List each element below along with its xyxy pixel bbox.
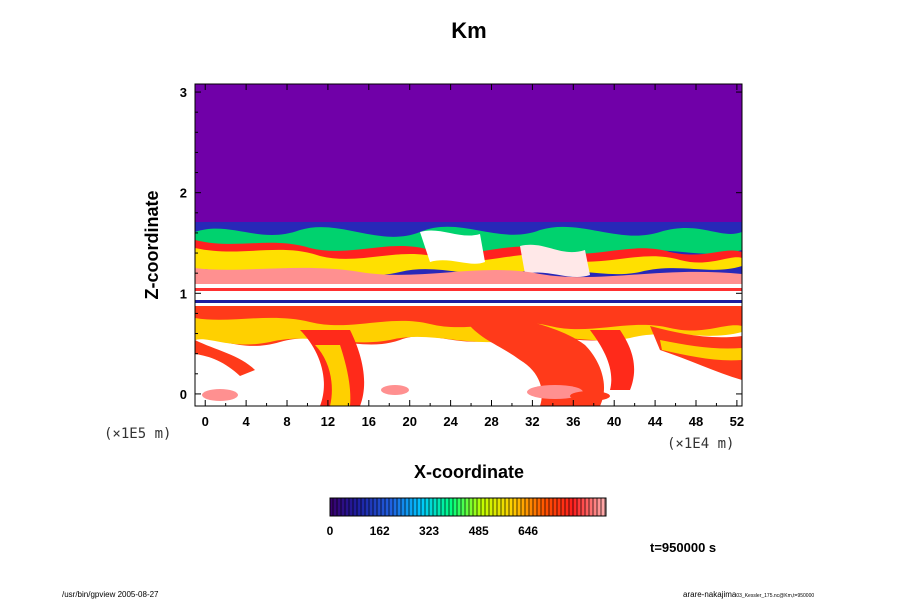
x-units-label: (×1E4 m) [667,436,734,452]
x-tick-label: 52 [730,414,744,429]
footer-right: arare-nakajima03_Kessler_175.nc@Km,t=950… [683,590,814,599]
x-tick-label: 44 [648,414,663,429]
chart-title: Km [451,18,486,43]
x-tick-label: 48 [689,414,703,429]
x-axis-label: X-coordinate [414,462,524,482]
y-axis-label: Z-coordinate [142,190,162,299]
footer-right-main: arare-nakajima [683,590,737,599]
plot-frame [194,83,743,407]
colorbar-tick-label: 323 [419,524,439,538]
x-tick-label: 16 [362,414,376,429]
footer-left: /usr/bin/gpview 2005-08-27 [62,590,159,599]
x-tick-label: 0 [202,414,209,429]
x-tick-label: 20 [402,414,416,429]
x-tick-label: 24 [443,414,458,429]
plot-area [195,84,742,406]
y-units-label: (×1E5 m) [104,426,171,442]
x-tick-label: 12 [321,414,335,429]
region-lower-plumes [195,304,742,406]
colorbar-stripes [330,498,606,516]
y-tick-label: 3 [180,85,187,100]
region-turbulent-band [195,222,742,284]
y-tick-label: 1 [180,286,187,301]
footer-right-small: 03_Kessler_175.nc@Km,t=950000 [736,593,814,599]
region-upper-layer [195,84,742,224]
colorbar-tick-label: 162 [370,524,390,538]
colorbar-tick-label: 646 [518,524,538,538]
colorbar-tick-label: 485 [469,524,489,538]
x-tick-label: 8 [283,414,290,429]
x-tick-label: 32 [525,414,539,429]
colorbar-tick-label: 0 [327,524,334,538]
colorbar-frame [329,497,607,517]
x-tick-label: 36 [566,414,580,429]
y-tick-label: 0 [180,387,187,402]
colorbar-ticks: 0 162 323 485 646 [327,524,539,538]
x-axis: 0 4 8 12 16 20 24 28 32 36 40 44 48 52 [202,84,744,429]
time-label: t=950000 s [650,540,716,555]
y-tick-label: 2 [180,186,187,201]
x-tick-label: 4 [243,414,251,429]
x-tick-label: 28 [484,414,498,429]
x-tick-label: 40 [607,414,621,429]
y-axis: 0 1 2 3 [180,85,742,402]
